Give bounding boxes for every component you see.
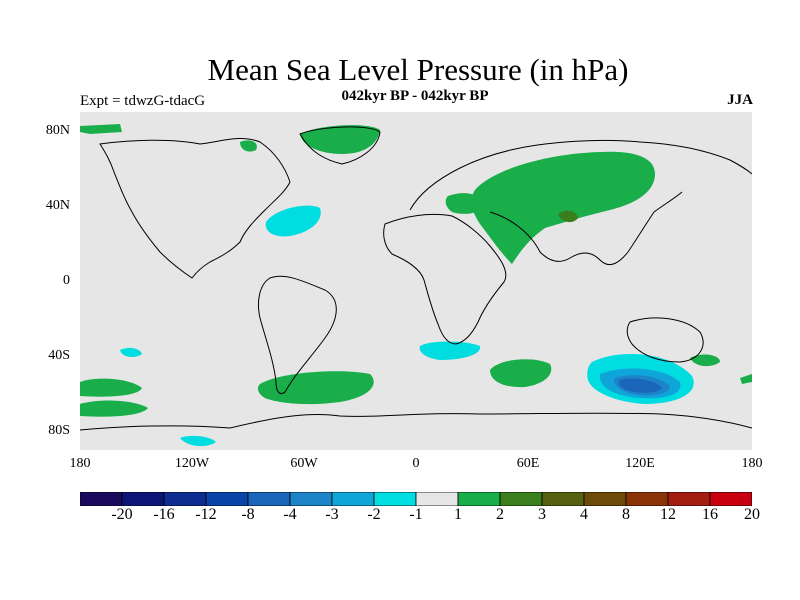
colorbar-tick-label: -12 [195,506,217,523]
colorbar-swatch [667,492,711,506]
anomaly-south-atlantic-low [419,341,481,360]
coast-asia [489,191,683,265]
colorbar-swatch [331,492,375,506]
anomaly-tasman [690,354,720,367]
colorbar-tick-label: -1 [409,506,423,523]
colorbar-tick-label: 3 [538,506,546,523]
anomaly-arctic-west [80,124,122,134]
coast-north-america [99,138,291,279]
colorbar-swatch [415,492,459,506]
lat-label-0: 0 [63,273,70,288]
anomaly-mediterranean [445,193,485,214]
colorbar-swatch [583,492,627,506]
colorbar-swatch [163,492,207,506]
lon-label-60w: 60W [290,456,318,471]
colorbar-tick-label: 20 [744,506,760,523]
anomaly-antarctic-low [180,435,216,447]
negative-anomaly-regions [120,205,694,447]
period-label: 042kyr BP - 042kyr BP [341,88,489,104]
colorbar [80,492,752,506]
colorbar-swatch [80,492,123,506]
coast-antarctica [80,412,752,431]
lat-label-80s: 80S [48,423,70,438]
anomaly-greenland [300,125,380,154]
colorbar-tick-label: 1 [454,506,462,523]
colorbar-tick-label: -4 [283,506,297,523]
lon-label-60e: 60E [516,456,540,471]
anomaly-south-pacific-b [80,400,148,417]
anomaly-pacific-low [120,347,142,358]
lat-label-40s: 40S [48,348,70,363]
lat-label-40n: 40N [45,198,70,213]
colorbar-tick-label: 12 [660,506,676,523]
season-label: JJA [727,92,753,108]
anomaly-southern-ocean-core [618,378,662,393]
colorbar-swatch [247,492,291,506]
colorbar-tick-label: -16 [153,506,175,523]
anomaly-north-atlantic [265,205,321,237]
colorbar-tick-label: -2 [367,506,381,523]
coast-australia [626,317,704,363]
map-plot [80,112,752,450]
colorbar-swatch [373,492,417,506]
colorbar-swatch [709,492,752,506]
colorbar-swatch [289,492,333,506]
colorbar-swatch [541,492,585,506]
colorbar-tick-label: -20 [111,506,133,523]
lon-label-180w: 180 [69,456,91,471]
lat-label-80n: 80N [45,123,70,138]
experiment-label: Expt = tdwzG-tdacG [80,93,206,109]
lon-label-0: 0 [412,456,420,471]
anomaly-central-asia [471,151,655,264]
colorbar-tick-label: 8 [622,506,630,523]
anomaly-south-pacific-a [80,378,142,397]
anomaly-tibet-max [558,210,578,223]
anomaly-south-indian [490,359,552,388]
anomaly-south-atlantic [257,371,374,405]
colorbar-swatch [499,492,543,506]
anomaly-canada [240,140,257,152]
colorbar-swatch [205,492,249,506]
colorbar-swatch [625,492,669,506]
positive-anomaly-regions [80,124,752,417]
colorbar-tick-label: -8 [241,506,255,523]
lon-label-120w: 120W [174,456,210,471]
colorbar-tick-label: 2 [496,506,504,523]
coast-europe [409,139,752,211]
coast-africa [383,213,507,345]
lon-label-120e: 120E [625,456,655,471]
colorbar-swatch [457,492,501,506]
coastlines [80,126,752,431]
coast-greenland [299,126,381,165]
map-title: Mean Sea Level Pressure (in hPa) [207,52,629,87]
colorbar-tick-label: 4 [580,506,588,523]
colorbar-swatch [121,492,165,506]
colorbar-tick-label: -3 [325,506,339,523]
lon-label-180e: 180 [741,456,763,471]
colorbar-tick-label: 16 [702,506,718,523]
coast-south-america [257,275,337,395]
anomaly-pacific-small [740,374,752,384]
